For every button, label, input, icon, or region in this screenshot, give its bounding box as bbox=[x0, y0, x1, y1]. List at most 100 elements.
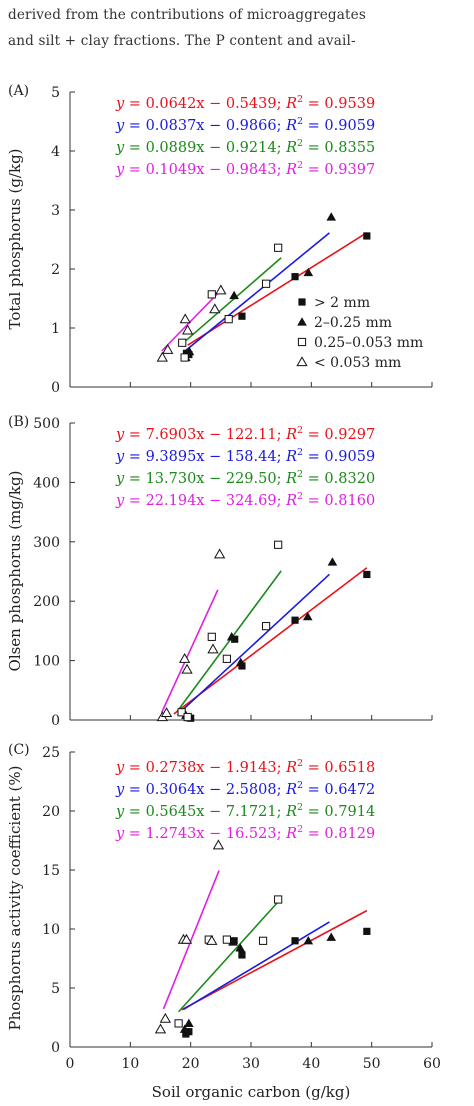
y-tick-label: 1 bbox=[51, 321, 60, 337]
data-point bbox=[291, 616, 299, 624]
y-tick-label: 400 bbox=[33, 475, 60, 491]
eq-rhs: = 0.0837x − 0.9866; bbox=[124, 118, 286, 134]
eq-r-value: = 0.6472 bbox=[303, 782, 375, 798]
regression-equation: y = 1.2743x − 16.523; R2 = 0.8129 bbox=[115, 824, 375, 842]
eq-r-superscript: 2 bbox=[297, 116, 303, 127]
eq-rhs: = 22.194x − 324.69; bbox=[124, 493, 286, 509]
y-tick-label: 0 bbox=[51, 713, 60, 729]
data-point bbox=[229, 290, 239, 300]
eq-y-symbol: y bbox=[115, 162, 125, 178]
eq-r-symbol: R bbox=[285, 118, 297, 134]
regression-equation: y = 0.3064x − 2.5808; R2 = 0.6472 bbox=[115, 780, 375, 798]
regression-line bbox=[183, 921, 330, 1011]
data-point bbox=[174, 1019, 183, 1028]
data-point bbox=[363, 927, 371, 935]
data-point bbox=[178, 338, 187, 347]
regression-equation: y = 13.730x − 229.50; R2 = 0.8320 bbox=[115, 469, 375, 487]
panel-label: (C) bbox=[8, 742, 30, 758]
panel-c: 0 5 10 15 20 25 0 10 20 30 40 50 60 (C) Phosphorus act… bbox=[6, 742, 441, 1072]
regression-equation: y = 7.6903x − 122.11; R2 = 0.9297 bbox=[115, 425, 375, 443]
eq-rhs: = 0.0889x − 0.9214; bbox=[124, 140, 286, 156]
regression-equation: y = 0.5645x − 7.1721; R2 = 0.7914 bbox=[115, 802, 375, 820]
eq-r-value: = 0.9539 bbox=[303, 96, 375, 112]
intro-line-1: derived from the contributions of microa… bbox=[8, 7, 366, 23]
x-tick-label: 20 bbox=[182, 1056, 200, 1072]
legend-marker bbox=[298, 298, 306, 306]
data-point bbox=[179, 313, 191, 324]
x-tick-label: 40 bbox=[302, 1056, 320, 1072]
x-axis-label: Soil organic carbon (g/kg) bbox=[152, 1083, 351, 1101]
y-tick-label: 5 bbox=[51, 981, 60, 997]
eq-rhs: = 13.730x − 229.50; bbox=[124, 471, 286, 487]
data-point bbox=[207, 643, 219, 654]
regression-line bbox=[176, 570, 282, 713]
y-tick-label: 0 bbox=[51, 380, 60, 396]
data-point bbox=[207, 632, 216, 641]
eq-rhs: = 0.5645x − 7.1721; bbox=[124, 804, 286, 820]
eq-r-value: = 0.7914 bbox=[303, 804, 375, 820]
y-tick-label: 100 bbox=[33, 654, 60, 670]
x-tick-label: 0 bbox=[66, 1056, 75, 1072]
y-tick-label: 20 bbox=[42, 804, 60, 820]
y-axis-label: Phosphorus activity coefficient (%) bbox=[6, 765, 24, 1030]
eq-r-value: = 0.8160 bbox=[303, 493, 375, 509]
eq-y-symbol: y bbox=[115, 449, 125, 465]
eq-y-symbol: y bbox=[115, 826, 125, 842]
data-point bbox=[179, 1024, 190, 1033]
data-point bbox=[183, 712, 192, 722]
data-point bbox=[291, 273, 299, 281]
data-point bbox=[261, 279, 271, 288]
data-point bbox=[222, 935, 231, 944]
data-point bbox=[207, 290, 216, 299]
eq-r-value: = 0.9397 bbox=[303, 162, 375, 178]
data-point bbox=[261, 622, 271, 631]
data-point bbox=[258, 936, 268, 945]
regression-line bbox=[184, 232, 330, 353]
data-point bbox=[185, 1028, 193, 1036]
legend: > 2 mm 2–0.25 mm 0.25–0.053 mm < 0.053 mm bbox=[296, 295, 423, 371]
regression-line bbox=[162, 870, 220, 1010]
data-point bbox=[177, 708, 186, 717]
eq-r-superscript: 2 bbox=[297, 94, 303, 105]
eq-r-symbol: R bbox=[285, 782, 297, 798]
data-point bbox=[180, 353, 189, 362]
eq-rhs: = 0.1049x − 0.9843; bbox=[124, 162, 286, 178]
data-point bbox=[238, 951, 246, 959]
data-point bbox=[274, 243, 283, 252]
eq-r-superscript: 2 bbox=[297, 447, 303, 458]
panel-label: (B) bbox=[8, 414, 29, 430]
eq-y-symbol: y bbox=[115, 118, 125, 134]
data-point bbox=[226, 632, 237, 641]
data-point bbox=[215, 284, 227, 295]
eq-y-symbol: y bbox=[115, 782, 125, 798]
eq-r-value: = 0.9297 bbox=[303, 427, 375, 443]
eq-rhs: = 9.3895x − 158.44; bbox=[124, 449, 286, 465]
eq-rhs: = 1.2743x − 16.523; bbox=[124, 826, 286, 842]
y-tick-label: 500 bbox=[33, 416, 60, 432]
data-point bbox=[238, 312, 246, 320]
eq-r-superscript: 2 bbox=[297, 425, 303, 436]
panel-a: 0 1 2 3 4 5 (A) Total phosphorus (g/kg) y = 0.06… bbox=[6, 83, 433, 396]
data-point bbox=[156, 351, 168, 362]
eq-r-superscript: 2 bbox=[297, 780, 303, 791]
x-tick-label: 10 bbox=[121, 1056, 139, 1072]
regression-line bbox=[181, 909, 368, 1011]
y-tick-label: 2 bbox=[51, 262, 60, 278]
y-tick-label: 10 bbox=[42, 922, 60, 938]
data-point bbox=[363, 570, 371, 579]
y-tick-label: 25 bbox=[42, 745, 60, 761]
eq-r-symbol: R bbox=[285, 140, 297, 156]
panel-b: 0 100 200 300 400 500(B) Olsen phosphorus (mg/… bbox=[6, 414, 433, 729]
data-point bbox=[159, 1012, 171, 1023]
regression-equation: y = 0.0642x − 0.5439; R2 = 0.9539 bbox=[115, 94, 375, 112]
data-point bbox=[303, 267, 314, 277]
legend-marker bbox=[296, 356, 308, 367]
eq-rhs: = 0.2738x − 1.9143; bbox=[124, 760, 286, 776]
data-point bbox=[160, 707, 173, 717]
regression-line bbox=[178, 897, 282, 1013]
data-point bbox=[302, 611, 313, 621]
data-point bbox=[327, 557, 338, 566]
legend-label: 2–0.25 mm bbox=[314, 315, 392, 331]
data-point bbox=[184, 346, 195, 356]
data-point bbox=[154, 1023, 167, 1034]
